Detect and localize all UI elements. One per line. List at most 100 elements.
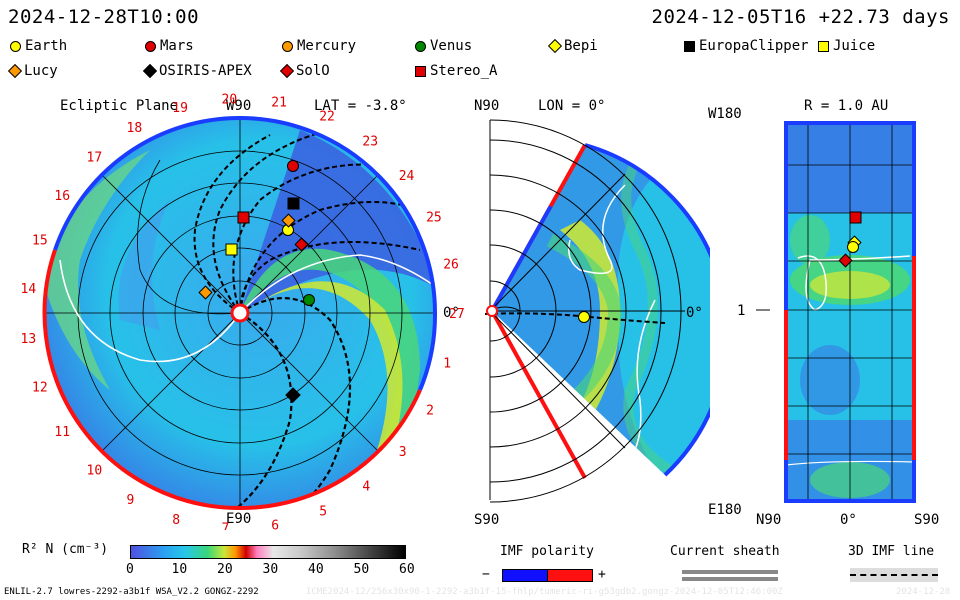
ecliptic-top-label: W90 (226, 98, 251, 114)
colorbar-tick: 50 (353, 562, 370, 577)
run-info: ENLIL-2.7 lowres-2292-a3b1f WSA_V2.2 GON… (4, 587, 259, 597)
sector-number: 11 (54, 425, 70, 440)
sector-number: 13 (21, 332, 37, 347)
legend-label: Juice (833, 38, 876, 54)
sector-number: 9 (127, 493, 135, 508)
sector-number: 2 (426, 404, 434, 419)
sector-number: 21 (271, 95, 287, 110)
sector-number: 15 (32, 234, 48, 249)
map-x-mid: 0° (840, 512, 857, 528)
sheath-line-2 (682, 577, 778, 581)
legend-square-icon (415, 65, 426, 77)
legend-label: OSIRIS-APEX (159, 63, 252, 79)
map-x-left: N90 (756, 512, 781, 528)
meridional-lon-label: LON = 0° (538, 98, 605, 114)
polarity-plus: + (598, 567, 606, 582)
sector-number: 16 (54, 189, 70, 204)
bepi-marker (281, 213, 296, 228)
map-bottom-left: E180 (708, 502, 742, 518)
sector-number: 3 (399, 445, 407, 460)
polarity-negative-swatch (502, 569, 548, 582)
legend-item: Stereo_A (415, 63, 497, 79)
sector-number: 8 (172, 513, 180, 528)
earth-marker-map (847, 241, 859, 253)
map-title: R = 1.0 AU (804, 98, 888, 114)
colorbar-tick: 0 (126, 562, 134, 577)
colorbar-tick: 40 (308, 562, 324, 577)
colorbar-label: R² N (cm⁻³) (22, 542, 109, 557)
sector-number: 26 (443, 257, 459, 272)
sector-number: 7 (222, 522, 230, 530)
stereo-a-marker-map (849, 211, 862, 224)
sector-number: 23 (362, 135, 378, 150)
legend-label: Earth (25, 38, 68, 54)
mars-marker (287, 160, 299, 172)
juice-marker (225, 243, 238, 256)
legend-diamond-icon (7, 63, 23, 79)
imf-line-swatch (850, 574, 938, 576)
legend-label: EuropaClipper (699, 38, 809, 54)
legend-item: Juice (818, 38, 875, 54)
reference-time: 2024-12-05T16 +22.73 days (651, 6, 950, 28)
legend-item: Mars (145, 38, 194, 54)
sector-number: 17 (87, 151, 103, 166)
date-stamp: 2024-12-28 (896, 587, 951, 597)
sun-icon-meridional (486, 305, 498, 317)
sector-number: 6 (271, 519, 279, 530)
meridional-plane-panel: N90 S90 LON = 0° 0° (474, 98, 710, 528)
legend-item: Bepi (547, 38, 598, 54)
lucy-marker (198, 285, 213, 300)
ecliptic-plane-panel: Ecliptic Plane W90 E90 0° LAT = -3.8° 12… (21, 92, 465, 530)
legend-square-icon (818, 40, 829, 52)
map-top-left: W180 (708, 106, 742, 122)
meridional-top-label: N90 (474, 98, 499, 114)
legend-circle-icon (282, 40, 293, 52)
model-time: 2024-12-28T10:00 (8, 6, 200, 28)
sector-number: 24 (399, 169, 415, 184)
solo-marker (294, 237, 309, 252)
meridional-bottom-label: S90 (474, 512, 499, 528)
legend-label: Venus (430, 38, 473, 54)
sheath-title: Current sheath (670, 544, 780, 559)
sector-number: 20 (222, 92, 238, 107)
sector-number: 27 (449, 307, 465, 322)
legend-item: Mercury (282, 38, 356, 54)
legend-label: Lucy (24, 63, 58, 79)
colorbar (130, 545, 406, 559)
polarity-minus: − (482, 567, 490, 582)
polarity-title: IMF polarity (500, 544, 594, 559)
sector-number: 25 (426, 211, 442, 226)
sector-number: 4 (362, 480, 370, 495)
legend-label: SolO (296, 63, 330, 79)
osiris-apex-marker (285, 387, 301, 403)
legend-square-icon (684, 40, 695, 52)
meridional-right-label: 0° (686, 305, 703, 321)
polarity-positive-swatch (547, 569, 593, 582)
ecliptic-lat-label: LAT = -3.8° (314, 98, 407, 114)
imf-line-title: 3D IMF line (848, 544, 935, 559)
path-info: ICME2024-12/256x30x90-1-2292-a3b1f-15-fh… (306, 587, 783, 597)
sector-number: 19 (172, 101, 188, 116)
colorbar-tick: 60 (399, 562, 415, 577)
ecliptic-bottom-label: E90 (226, 511, 251, 527)
legend-item: Venus (415, 38, 472, 54)
stereo-a-marker (237, 211, 250, 224)
sheath-line-1 (682, 570, 778, 574)
colorbar-tick: 20 (217, 562, 233, 577)
sector-number: 10 (87, 463, 103, 478)
sector-number: 1 (443, 357, 451, 372)
sector-number: 12 (32, 381, 48, 396)
sector-number: 22 (319, 110, 335, 125)
legend-diamond-icon (547, 38, 563, 54)
legend-circle-icon (145, 40, 156, 52)
legend-label: Bepi (564, 38, 598, 54)
venus-marker (303, 294, 315, 306)
sun-icon (230, 303, 250, 323)
legend-diamond-icon (279, 63, 295, 79)
colorbar-tick: 10 (171, 562, 188, 577)
ecliptic-right-label: 0° (443, 305, 460, 321)
legend-diamond-icon (142, 63, 158, 79)
legend-item: EuropaClipper (684, 38, 809, 54)
legend-circle-icon (415, 40, 426, 52)
legend-label: Stereo_A (430, 63, 498, 79)
